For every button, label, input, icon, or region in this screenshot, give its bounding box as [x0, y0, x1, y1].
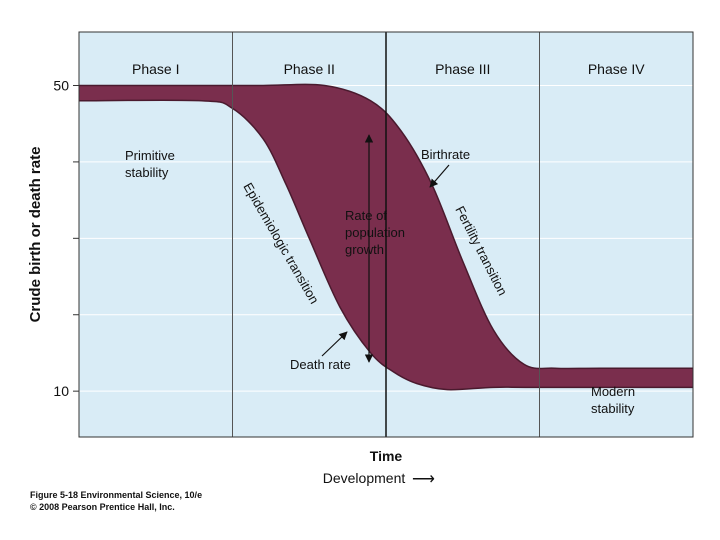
x-axis-label: Time [370, 448, 403, 464]
annotation-primitive-line1: Primitive [125, 148, 175, 163]
annotation-death-rate: Death rate [290, 357, 351, 372]
phase-label-4: Phase IV [588, 61, 645, 77]
annotation-growth-line1: Rate of [345, 208, 387, 223]
annotation-growth-line3: growth [345, 242, 384, 257]
plot-frame [78, 31, 694, 438]
phase-label-3: Phase III [435, 61, 490, 77]
annotation-birthrate: Birthrate [421, 147, 470, 162]
annotation-primitive-line2: stability [125, 165, 169, 180]
y-tick-label-50: 50 [53, 77, 69, 93]
annotation-arrows [321, 134, 450, 363]
death-rate-arrow [321, 331, 348, 357]
annotation-growth-line2: population [345, 225, 405, 240]
y-tick-label-10: 10 [53, 383, 69, 399]
phase-label-2: Phase II [284, 61, 335, 77]
annotation-modern-line1: Modern [591, 384, 635, 399]
figure-caption-line1: Figure 5-18 Environmental Science, 10/e [30, 490, 203, 500]
annotation-modern-line2: stability [591, 401, 635, 416]
phase-label-1: Phase I [132, 61, 179, 77]
birthrate-arrow [429, 164, 450, 188]
phase-dividers [232, 32, 540, 437]
figure-caption-line2: © 2008 Pearson Prentice Hall, Inc. [30, 502, 175, 512]
x-axis-sublabel: Development [323, 470, 406, 486]
y-axis-label: Crude birth or death rate [27, 147, 44, 323]
development-arrow-icon: ⟶ [412, 471, 435, 488]
